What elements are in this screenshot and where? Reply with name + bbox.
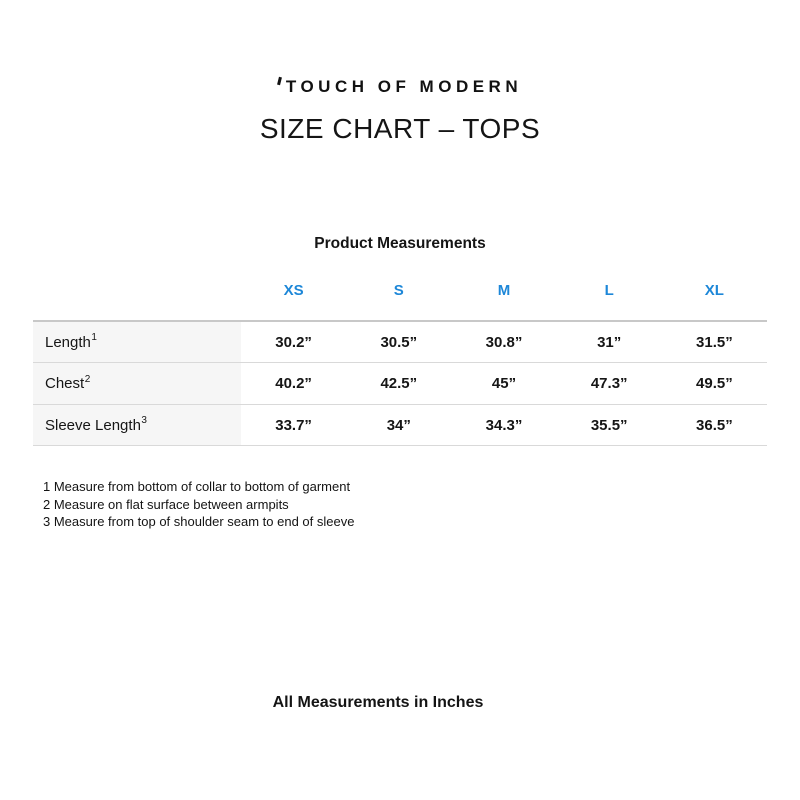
cell-length-xl: 31.5”	[696, 333, 733, 351]
cell-chest-s: 42.5”	[380, 375, 418, 392]
logo-tick-icon	[276, 76, 282, 86]
row-label-sleeve-length: Sleeve Length 3	[33, 405, 241, 445]
size-header-l: L	[604, 282, 614, 299]
cell-chest-l: 47.3”	[590, 375, 628, 392]
cell-sleeve-m: 34.3”	[485, 416, 523, 434]
brand-logo: TOUCH OF MODERN	[0, 76, 800, 97]
brand-logo-text: TOUCH OF MODERN	[285, 77, 523, 96]
cell-chest-xl: 49.5”	[696, 375, 733, 392]
footer-note: All Measurements in Inches	[272, 694, 484, 711]
table-caption: Product Measurements	[314, 235, 486, 252]
cell-length-m: 30.8”	[485, 333, 523, 351]
size-header-m: M	[497, 282, 511, 299]
table-row-chest: Chest 2 40.2” 42.5” 45” 47.3” 49.5”	[33, 362, 767, 404]
row-label-text: Length	[45, 333, 91, 351]
page-title: SIZE CHART – TOPS	[259, 113, 541, 144]
size-header-xs: XS	[283, 282, 304, 299]
table-row-length: Length 1 30.2” 30.5” 30.8” 31” 31.5”	[33, 320, 767, 362]
cell-sleeve-xs: 33.7”	[275, 416, 312, 434]
cell-chest-xs: 40.2”	[275, 375, 312, 392]
cell-length-l: 31”	[597, 333, 622, 351]
cell-sleeve-s: 34”	[386, 416, 411, 434]
cell-sleeve-l: 35.5”	[590, 416, 628, 434]
row-label-chest: Chest 2	[33, 363, 241, 404]
cell-length-s: 30.5”	[380, 333, 418, 351]
cell-chest-m: 45”	[491, 375, 517, 392]
footnotes-block: 1 Measure from bottom of collar to botto…	[43, 478, 354, 531]
measurements-table: XS S M L XL Length 1 30.2” 30.5” 30.8” 31…	[33, 278, 767, 446]
row-label-text: Chest	[45, 375, 85, 392]
corner-cell	[33, 278, 241, 320]
row-label-text: Sleeve Length	[45, 416, 141, 434]
size-header-xl: XL	[704, 282, 724, 299]
footnote-line-2: 2 Measure on flat surface between armpit…	[43, 496, 289, 512]
cell-length-xs: 30.2”	[275, 333, 312, 351]
size-header-s: S	[393, 282, 404, 299]
footnote-line-3: 3 Measure from top of shoulder seam to e…	[43, 514, 355, 529]
size-header-row: XS S M L XL	[33, 278, 767, 320]
cell-sleeve-xl: 36.5”	[696, 416, 733, 434]
table-row-sleeve-length: Sleeve Length 3 33.7” 34” 34.3” 35.5” 36.…	[33, 404, 767, 446]
row-label-length: Length 1	[33, 322, 241, 362]
footnote-line-1: 1 Measure from bottom of collar to botto…	[43, 479, 351, 494]
